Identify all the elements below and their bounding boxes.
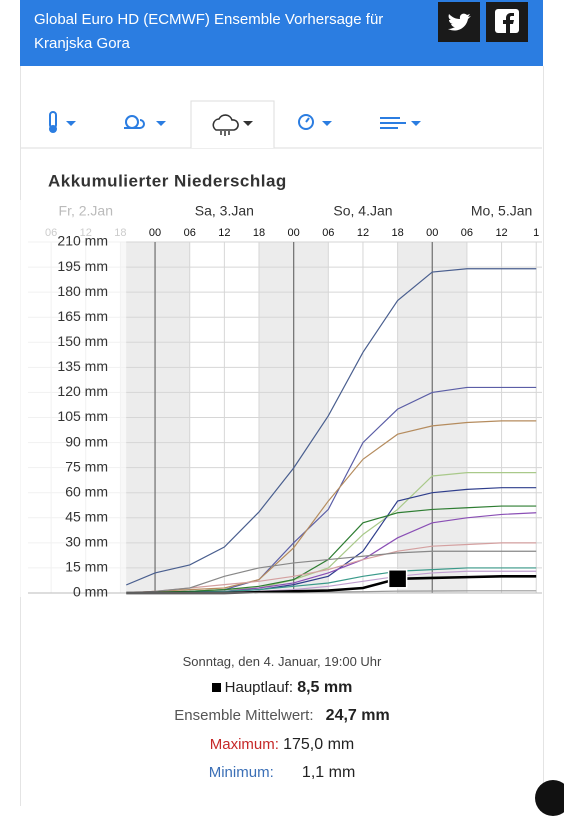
day-label: Fr, 2.Jan — [59, 203, 113, 219]
facebook-icon — [495, 9, 519, 33]
x-tick-label: 18 — [391, 227, 403, 239]
tooltip-value: 1,1 mm — [301, 764, 356, 781]
y-tick-label: 135 mm — [57, 358, 108, 374]
x-tick-label: 12 — [218, 227, 230, 239]
y-tick-label: 60 mm — [65, 483, 108, 499]
y-tick-label: 30 mm — [65, 534, 108, 550]
twitter-icon — [448, 13, 471, 31]
tooltip-min: Minimum: 1,1 mm — [0, 764, 564, 782]
tooltip-mean: Ensemble Mittelwert: 24,7 mm — [0, 707, 564, 725]
tab-active[interactable] — [190, 100, 275, 148]
y-tick-label: 210 mm — [57, 233, 108, 249]
tab-gauge[interactable] — [298, 114, 332, 130]
twitter-button[interactable] — [438, 2, 480, 42]
tooltip-max: Maximum: 175,0 mm — [0, 736, 564, 754]
tooltip-value: 24,7 mm — [325, 707, 390, 724]
scroll-button[interactable] — [535, 780, 564, 816]
tooltip-label: Maximum: — [209, 736, 279, 753]
chart: Akkumulierter Niederschlag 0 mm 15 mm 30 m… — [0, 171, 542, 600]
day-label: So, 4.Jan — [333, 203, 392, 219]
y-tick-label: 195 mm — [57, 258, 108, 274]
highlight-marker — [387, 569, 408, 589]
y-tick-label: 90 mm — [65, 433, 108, 449]
x-tick-label: 06 — [461, 227, 473, 239]
tab-temperature[interactable] — [49, 111, 76, 133]
tooltip-value: 8,5 mm — [297, 679, 353, 696]
x-tick-label: 18 — [114, 227, 126, 239]
fade-overlay — [0, 200, 127, 597]
header-title: Global Euro HD (ECMWF) Ensemble Vorhersa… — [34, 11, 384, 52]
x-tick-label: 12 — [357, 227, 369, 239]
x-tick-label: 12 — [495, 227, 507, 239]
x-tick-label: 00 — [149, 227, 161, 239]
y-tick-label: 180 mm — [57, 283, 108, 299]
y-tick-label: 120 mm — [57, 383, 108, 399]
x-tick-label: 00 — [426, 227, 438, 239]
y-tick-label: 45 mm — [65, 508, 108, 524]
main-swatch — [211, 683, 221, 692]
y-tick-label: 15 mm — [65, 559, 108, 575]
x-tick-label: 06 — [322, 227, 334, 239]
day-label: Mo, 5.Jan — [471, 203, 532, 219]
ensemble-line — [126, 420, 537, 594]
tooltip-main: Hauptlauf: 8,5 mm — [0, 679, 564, 697]
tab-wind[interactable] — [380, 117, 421, 129]
y-tick-label: 0 mm — [73, 584, 108, 600]
y-tick-label: 105 mm — [57, 408, 108, 424]
tooltip-value: 175,0 mm — [283, 736, 355, 753]
chart-title: Akkumulierter Niederschlag — [48, 171, 287, 190]
ensemble-line — [125, 268, 537, 586]
x-tick-label: 06 — [184, 227, 196, 239]
tooltip-label: Minimum: — [208, 764, 274, 781]
tab-sun[interactable] — [124, 115, 166, 129]
tooltip-label: Ensemble Mittelwert: — [174, 707, 314, 724]
x-tick-label: 06 — [45, 227, 57, 239]
x-tick-label: 18 — [253, 227, 265, 239]
x-tick-label: 00 — [288, 227, 300, 239]
tabs — [21, 100, 542, 149]
facebook-button[interactable] — [486, 2, 528, 42]
y-tick-label: 75 mm — [65, 458, 108, 474]
y-tick-label: 150 mm — [57, 333, 108, 349]
ensemble-line — [126, 550, 537, 594]
y-tick-label: 165 mm — [57, 308, 108, 324]
x-tick-label: 1 — [533, 227, 539, 239]
x-tick-label: 12 — [80, 227, 92, 239]
tab-rain[interactable] — [212, 114, 253, 136]
tooltip-time: Sonntag, den 4. Januar, 19:00 Uhr — [182, 654, 382, 669]
day-label: Sa, 3.Jan — [195, 203, 254, 219]
tooltip-label: Hauptlauf: — [224, 679, 294, 696]
